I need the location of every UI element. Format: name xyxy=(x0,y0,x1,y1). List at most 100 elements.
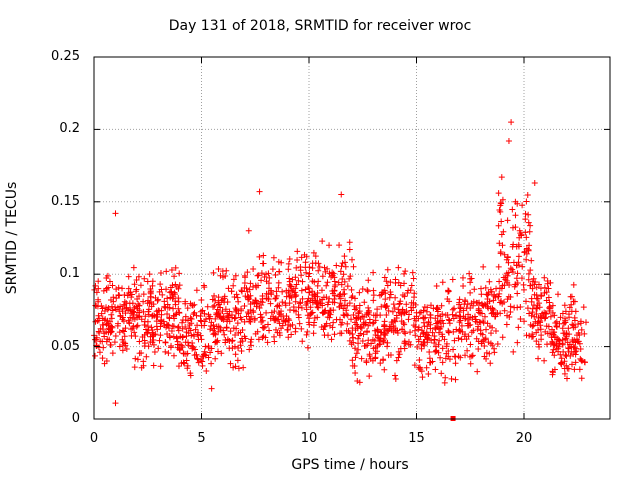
data-point xyxy=(309,309,316,316)
data-point xyxy=(182,298,189,305)
data-point xyxy=(419,374,426,381)
data-point xyxy=(343,311,350,318)
data-point xyxy=(229,338,236,345)
data-point xyxy=(172,264,179,271)
data-point xyxy=(164,311,171,318)
data-point xyxy=(449,276,456,283)
data-point xyxy=(188,315,195,322)
data-point xyxy=(292,289,299,296)
data-point xyxy=(558,359,565,366)
data-point xyxy=(445,327,452,334)
y-tick-label: 0.2 xyxy=(59,121,80,137)
data-point xyxy=(201,322,208,329)
data-point xyxy=(234,357,241,364)
data-point xyxy=(272,295,279,302)
data-point xyxy=(176,270,183,277)
data-point xyxy=(311,278,318,285)
y-tick-label: 0.25 xyxy=(51,49,80,64)
data-point xyxy=(338,191,345,198)
data-point xyxy=(140,298,147,305)
data-point xyxy=(451,353,458,360)
data-point xyxy=(478,291,485,298)
data-point xyxy=(193,351,200,358)
data-point xyxy=(538,293,545,300)
data-point xyxy=(222,337,229,344)
data-point xyxy=(340,305,347,312)
data-point xyxy=(126,320,133,327)
data-point xyxy=(245,227,252,234)
data-point xyxy=(263,295,270,302)
data-point xyxy=(495,190,502,197)
data-point xyxy=(147,293,154,300)
data-point xyxy=(141,275,148,282)
data-point xyxy=(565,345,572,352)
data-point xyxy=(168,289,175,296)
data-point xyxy=(533,329,540,336)
data-point xyxy=(519,263,526,270)
data-point xyxy=(547,279,554,286)
data-point xyxy=(198,357,205,364)
data-point xyxy=(387,279,394,286)
data-point xyxy=(467,360,474,367)
data-point xyxy=(179,333,186,340)
data-point xyxy=(549,309,556,316)
data-point xyxy=(526,332,533,339)
data-point xyxy=(492,328,499,335)
data-point xyxy=(513,262,520,269)
data-point xyxy=(463,336,470,343)
data-point xyxy=(100,321,107,328)
data-point xyxy=(170,312,177,319)
data-point xyxy=(500,274,507,281)
data-point xyxy=(152,294,159,301)
data-point xyxy=(411,315,418,322)
data-point xyxy=(383,278,390,285)
data-point xyxy=(116,308,123,315)
data-point xyxy=(117,313,124,320)
data-point xyxy=(149,278,156,285)
data-point xyxy=(442,312,449,319)
data-point xyxy=(407,304,414,311)
data-point xyxy=(133,312,140,319)
data-point xyxy=(420,329,427,336)
data-point xyxy=(381,274,388,281)
data-point xyxy=(359,337,366,344)
data-point xyxy=(433,305,440,312)
data-point xyxy=(349,362,356,369)
data-point xyxy=(351,345,358,352)
data-point xyxy=(478,338,485,345)
data-point xyxy=(156,307,163,314)
data-point xyxy=(555,291,562,298)
data-point xyxy=(414,344,421,351)
x-tick-label: 0 xyxy=(89,431,99,446)
data-point xyxy=(392,294,399,301)
data-point xyxy=(522,210,529,217)
data-point xyxy=(499,282,506,289)
data-point xyxy=(386,323,393,330)
data-point xyxy=(210,303,217,310)
data-point xyxy=(335,279,342,286)
data-point xyxy=(128,310,135,317)
data-point xyxy=(573,336,580,343)
data-point xyxy=(158,318,165,325)
data-point xyxy=(370,269,377,276)
data-point xyxy=(467,279,474,286)
data-point xyxy=(470,298,477,305)
data-point xyxy=(250,265,257,272)
data-point xyxy=(483,355,490,362)
data-point xyxy=(568,361,575,368)
data-point xyxy=(378,289,385,296)
data-point xyxy=(316,263,323,270)
data-point xyxy=(331,296,338,303)
data-point xyxy=(464,301,471,308)
data-point xyxy=(499,196,506,203)
data-point xyxy=(438,370,445,377)
data-point xyxy=(352,370,359,377)
data-point xyxy=(402,268,409,275)
data-point xyxy=(492,294,499,301)
data-point xyxy=(555,345,562,352)
data-point xyxy=(245,310,252,317)
data-point xyxy=(364,342,371,349)
data-point xyxy=(251,317,258,324)
data-point xyxy=(204,303,211,310)
data-point xyxy=(201,348,208,355)
